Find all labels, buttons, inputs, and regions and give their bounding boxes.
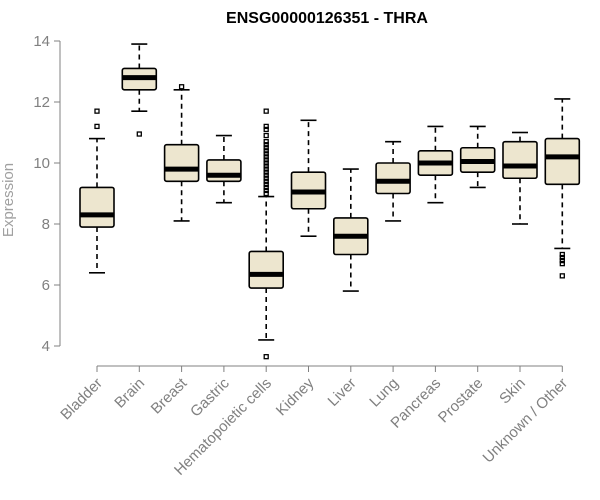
outlier-point xyxy=(263,190,269,197)
iqr-box xyxy=(163,143,200,183)
x-tick-label: Liver xyxy=(325,375,360,410)
outlier-point xyxy=(94,108,100,114)
outlier-point xyxy=(263,132,269,139)
outlier-point xyxy=(94,123,100,130)
outlier-point xyxy=(263,172,269,178)
outlier-point xyxy=(263,145,269,151)
outlier-point xyxy=(263,160,269,166)
y-tick-label: 4 xyxy=(42,338,50,355)
iqr-box xyxy=(502,140,538,180)
x-tick-label: Brain xyxy=(111,375,148,412)
outlier-point xyxy=(559,257,565,264)
y-axis-label: Expression xyxy=(0,163,17,237)
outlier-point xyxy=(263,169,269,175)
y-tick-label: 8 xyxy=(42,216,50,233)
outlier-point xyxy=(559,273,565,279)
iqr-box xyxy=(206,159,242,183)
box-6 xyxy=(332,168,369,292)
x-tick-label: Breast xyxy=(148,374,191,417)
y-tick-label: 14 xyxy=(33,33,50,50)
box-8 xyxy=(417,125,454,204)
box-11 xyxy=(544,98,581,279)
outlier-point xyxy=(559,260,565,267)
box-4 xyxy=(248,108,284,360)
box-2 xyxy=(163,84,200,222)
y-axis: 4 6 8 10 12 14 xyxy=(33,33,61,355)
y-tick-label: 6 xyxy=(42,277,50,294)
x-tick-label: Bladder xyxy=(57,375,106,424)
box-0 xyxy=(79,108,115,274)
outlier-point xyxy=(178,84,185,90)
iqr-box xyxy=(248,250,284,289)
outlier-point xyxy=(263,354,269,360)
x-tick-label: Prostate xyxy=(435,375,487,427)
outlier-point xyxy=(263,166,269,172)
x-tick-label: Kidney xyxy=(273,374,318,419)
outlier-point xyxy=(263,187,269,194)
outlier-point xyxy=(263,154,269,160)
outlier-point xyxy=(559,254,565,261)
outlier-point xyxy=(263,157,269,163)
iqr-box xyxy=(79,186,115,228)
outlier-point xyxy=(263,138,269,145)
iqr-box xyxy=(375,162,411,195)
box-group xyxy=(79,43,581,360)
iqr-box xyxy=(544,137,581,186)
outlier-point xyxy=(263,148,269,154)
chart-title: ENSG00000126351 - THRA xyxy=(226,10,428,27)
box-9 xyxy=(459,125,496,189)
box-10 xyxy=(502,131,538,225)
outlier-point xyxy=(263,181,269,188)
x-tick-label: Skin xyxy=(496,375,529,408)
outlier-point xyxy=(263,142,269,148)
y-tick-label: 12 xyxy=(33,94,50,111)
outlier-point xyxy=(263,123,269,130)
outlier-point xyxy=(136,131,142,137)
box-1 xyxy=(121,43,158,137)
outlier-point xyxy=(263,126,269,133)
box-5 xyxy=(290,119,327,237)
outlier-point xyxy=(263,175,269,181)
outlier-point xyxy=(263,178,269,184)
box-7 xyxy=(375,140,411,222)
outlier-point xyxy=(263,151,269,157)
x-tick-label: Lung xyxy=(366,375,402,411)
outlier-point xyxy=(263,184,269,191)
y-tick-label: 10 xyxy=(33,155,50,172)
outlier-point xyxy=(559,251,565,258)
outlier-point xyxy=(263,163,269,169)
outlier-point xyxy=(263,108,269,114)
box-3 xyxy=(206,134,242,204)
